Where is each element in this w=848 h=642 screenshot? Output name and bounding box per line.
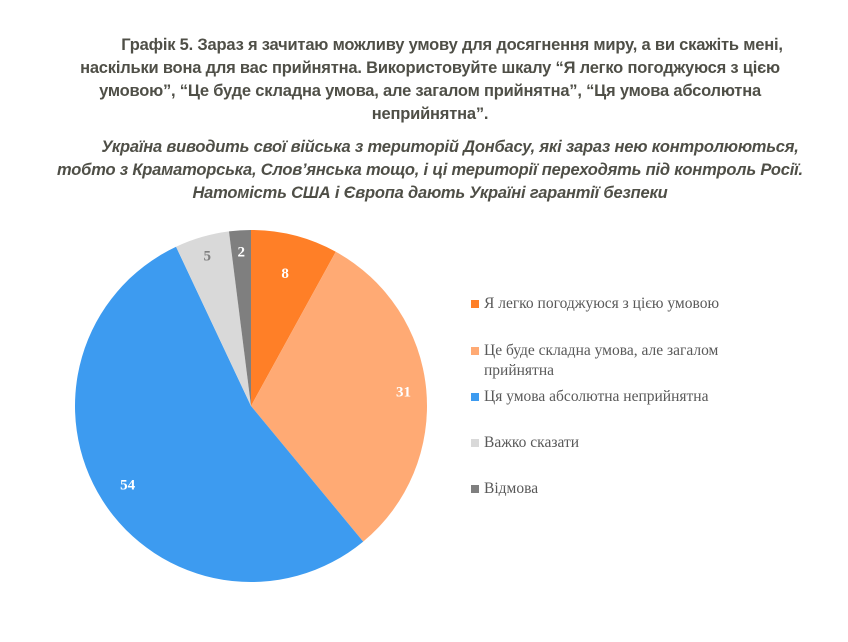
legend-marker-icon [471,347,479,355]
chart-subtitle-line-1: Україна виводить свої війська з територі… [101,138,799,156]
data-label-easily-agree: 8 [281,266,289,282]
legend-item-hard-to-say: Важко сказати [470,433,804,453]
legend-item-refusal: Відмова [470,479,804,499]
legend-label: Відмова [484,480,539,497]
legend-label: Ця умова абсолютна неприйнятна [484,388,709,405]
chart-subtitle-line-3: Натомість США і Європа дають Україні гар… [192,184,668,202]
legend-item-easily-agree: Я легко погоджуюся з цією умовою [470,294,804,314]
data-label-hard-to-say: 5 [204,249,212,265]
legend-marker-icon [471,439,479,447]
pie-slice-difficult-acceptable [251,251,427,542]
chart-title-line-4: неприйнятна”. [371,105,489,123]
data-label-absolutely-unacceptable: 54 [120,477,136,493]
chart-subtitle: Україна виводить свої війська з територі… [20,136,840,205]
pie-slice-hard-to-say [176,231,251,406]
chart-subtitle-line-2: тобто з Краматорська, Слов’янська тощо, … [57,161,803,179]
legend-item-difficult-acceptable: Це буде складна умова, але загалом прийн… [470,341,784,381]
chart-title-line-2: наскільки вона для вас прийнятна. Викори… [80,59,780,77]
chart-title-line-3: умовою”, “Це буде складна умова, але заг… [99,82,761,100]
legend-label: Це буде складна умова, але загалом прийн… [484,342,719,379]
legend-item-absolutely-unacceptable: Ця умова абсолютна неприйнятна [470,387,804,407]
legend-label: Важко сказати [484,434,580,451]
data-label-refusal: 2 [238,244,246,260]
chart-title-line-1: Графік 5. Зараз я зачитаю можливу умову … [121,36,783,54]
data-label-difficult-acceptable: 31 [396,385,411,401]
legend-marker-icon [471,485,479,493]
legend-marker-icon [471,393,479,401]
pie-slice-absolutely-unacceptable [75,246,364,583]
chart-title: Графік 5. Зараз я зачитаю можливу умову … [40,34,820,126]
pie-slice-easily-agree [251,230,336,406]
legend-marker-icon [471,300,479,308]
legend-label: Я легко погоджуюся з цією умовою [484,295,720,312]
pie-slice-refusal [228,230,251,406]
